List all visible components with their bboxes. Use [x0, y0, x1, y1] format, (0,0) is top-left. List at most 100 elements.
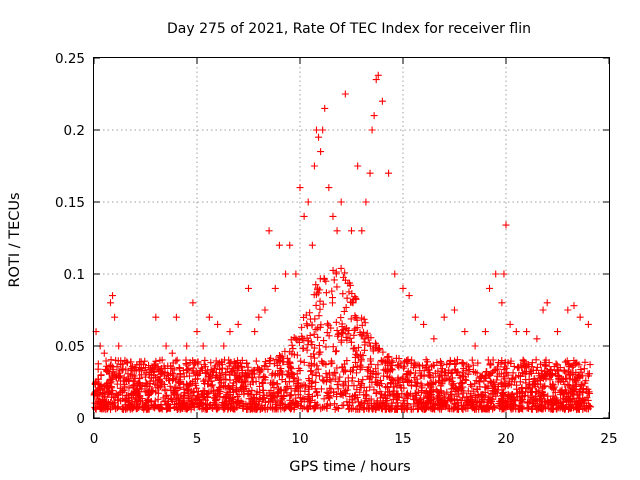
data-point	[155, 375, 163, 383]
data-point	[569, 369, 577, 377]
data-point	[480, 402, 488, 410]
data-point	[533, 396, 541, 404]
data-point	[447, 385, 455, 393]
data-point	[481, 328, 489, 336]
data-point	[289, 399, 297, 407]
data-point	[466, 381, 474, 389]
data-point	[435, 377, 443, 385]
data-point	[306, 309, 314, 317]
data-point	[259, 386, 267, 394]
data-point	[524, 360, 532, 368]
data-point	[476, 378, 484, 386]
data-point	[541, 362, 549, 370]
data-point	[102, 382, 110, 390]
data-point	[237, 379, 245, 387]
data-point	[106, 299, 114, 307]
data-point	[141, 403, 149, 411]
data-point	[439, 402, 447, 410]
data-point	[144, 392, 152, 400]
data-point	[232, 384, 240, 392]
data-point	[347, 315, 355, 323]
data-point	[155, 405, 163, 413]
data-point	[319, 126, 327, 134]
data-point	[306, 332, 314, 340]
data-point	[537, 405, 545, 413]
data-point	[220, 405, 228, 413]
data-point	[220, 342, 228, 350]
data-point	[546, 376, 554, 384]
data-point	[364, 367, 372, 375]
data-point	[307, 362, 315, 370]
data-point	[245, 387, 253, 395]
data-point	[265, 227, 273, 235]
data-point	[514, 363, 522, 371]
data-point	[190, 369, 198, 377]
data-point	[336, 373, 344, 381]
data-point	[304, 337, 312, 345]
data-point	[585, 370, 593, 378]
data-point	[116, 372, 124, 380]
data-point	[169, 369, 177, 377]
data-point	[183, 342, 191, 350]
data-point	[508, 390, 516, 398]
data-point	[289, 370, 297, 378]
data-point	[341, 325, 349, 333]
data-point	[541, 373, 549, 381]
x-tick-label: 5	[193, 431, 202, 447]
data-point	[471, 380, 479, 388]
data-point	[108, 374, 116, 382]
data-point	[312, 326, 320, 334]
data-point	[360, 315, 368, 323]
data-point	[113, 380, 121, 388]
data-point	[182, 360, 190, 368]
data-point	[464, 370, 472, 378]
data-point	[311, 315, 319, 323]
data-point	[201, 376, 209, 384]
data-point	[411, 313, 419, 321]
data-point	[207, 382, 215, 390]
data-point	[404, 391, 412, 399]
data-point	[501, 402, 509, 410]
data-point	[352, 295, 360, 303]
data-point	[531, 402, 539, 410]
data-point	[222, 375, 230, 383]
data-point	[259, 379, 267, 387]
data-point	[462, 376, 470, 384]
data-point	[417, 388, 425, 396]
data-point	[489, 395, 497, 403]
data-point	[461, 403, 469, 411]
data-point	[500, 388, 508, 396]
data-point	[326, 401, 334, 409]
data-point	[482, 368, 490, 376]
data-point	[578, 399, 586, 407]
data-point	[358, 227, 366, 235]
data-point	[348, 298, 356, 306]
data-point	[338, 320, 346, 328]
data-point	[270, 384, 278, 392]
data-point	[429, 386, 437, 394]
data-point	[329, 266, 337, 274]
data-point	[384, 388, 392, 396]
data-point	[482, 383, 490, 391]
data-point	[189, 389, 197, 397]
data-point	[565, 395, 573, 403]
data-point	[558, 401, 566, 409]
data-point	[252, 400, 260, 408]
data-point	[455, 387, 463, 395]
data-point	[454, 404, 462, 412]
data-point	[317, 405, 325, 413]
data-point	[538, 398, 546, 406]
data-point	[399, 402, 407, 410]
data-point	[333, 227, 341, 235]
data-point	[94, 375, 102, 383]
data-point	[183, 366, 191, 374]
data-point	[277, 354, 285, 362]
data-point	[292, 335, 300, 343]
data-point	[266, 357, 274, 365]
data-point	[339, 391, 347, 399]
data-point	[356, 402, 364, 410]
data-point	[152, 388, 160, 396]
data-point	[412, 389, 420, 397]
data-point	[402, 375, 410, 383]
data-point	[277, 399, 285, 407]
